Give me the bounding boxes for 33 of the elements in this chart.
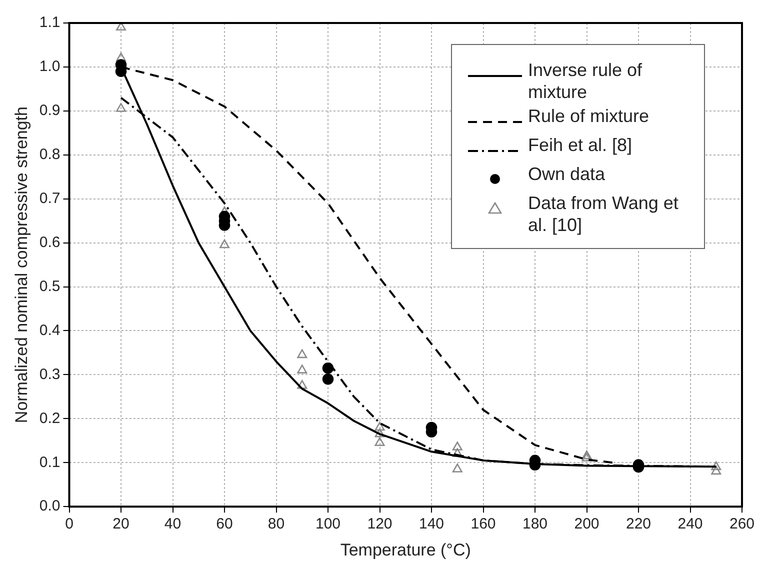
y-tick-label: 0.0 [39,498,60,515]
x-tick-label: 100 [315,516,341,533]
y-tick-label: 0.7 [39,190,60,207]
y-tick-label: 0.1 [39,454,60,471]
y-tick-label: 0.2 [39,410,60,427]
x-tick-label: 120 [367,516,392,533]
y-tick-label: 1.1 [39,14,60,32]
legend-label: Feih et al. [8] [528,134,632,156]
legend-label: Data from Wang et al. [10] [528,192,680,236]
x-tick-label: 60 [216,516,233,533]
y-tick-label: 0.6 [39,234,60,251]
x-tick-label: 80 [268,516,285,533]
x-tick-label: 220 [626,516,652,533]
legend-label: Rule of mixture [528,105,650,127]
x-tick-label: 20 [112,516,130,533]
x-tick-label: 0 [65,516,74,533]
x-tick-label: 160 [470,516,496,533]
y-tick-label: 0.5 [39,278,60,295]
x-tick-label: 180 [522,516,548,533]
x-tick-label: 260 [729,516,755,533]
y-tick-label: 0.3 [39,366,60,383]
x-axis-title: Temperature (°C) [340,540,471,560]
legend-label: Own data [528,163,606,185]
y-tick-label: 0.8 [39,146,60,164]
x-tick-label: 240 [678,516,703,533]
x-tick-label: 200 [574,516,600,533]
y-tick-label: 0.9 [39,102,60,120]
legend-label: Inverse rule of mixture [528,59,644,103]
x-tick-label: 40 [164,516,182,533]
y-tick-label: 1.0 [39,58,60,76]
y-axis-title: Normalized nominal compressive strength [12,106,31,424]
x-tick-label: 140 [418,516,444,533]
y-tick-label: 0.4 [39,322,60,339]
